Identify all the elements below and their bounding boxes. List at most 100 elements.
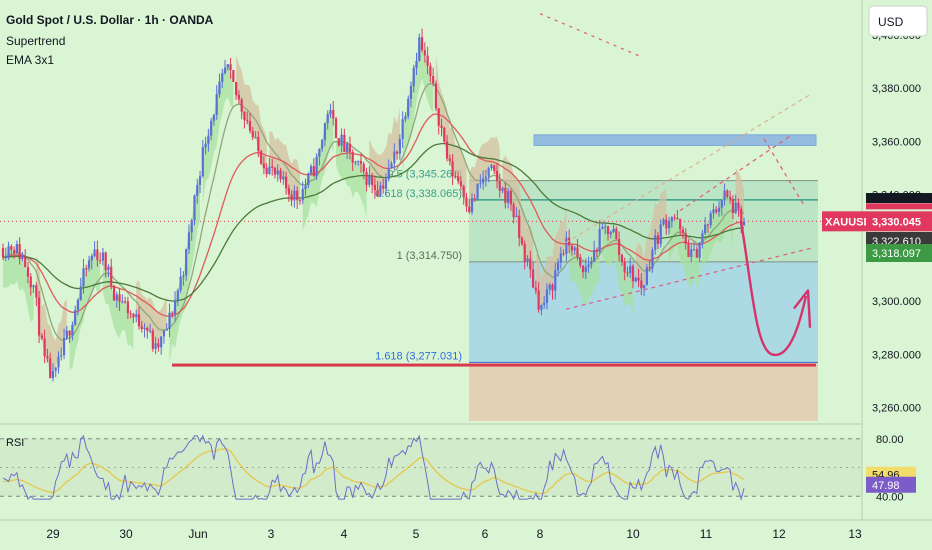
candle-body (695, 249, 698, 258)
candle-body (606, 226, 610, 235)
candle-body (520, 237, 524, 245)
candle-body (429, 65, 432, 77)
fib-zone-lower (469, 362, 818, 421)
candle-body (645, 267, 648, 285)
candle-body (484, 176, 487, 179)
candle-body (457, 176, 460, 182)
candle-body (692, 249, 696, 251)
candle-body (107, 266, 110, 270)
candle-body (318, 148, 321, 157)
fib-level-label: 0.618 (3,338.065) (375, 188, 462, 200)
candle-body (373, 184, 376, 191)
candle-body (470, 198, 474, 213)
supertrend-band-up (102, 252, 134, 350)
time-tick-label: 11 (700, 527, 713, 541)
candle-body (187, 232, 191, 250)
fib-level-label: 1 (3,314.750) (397, 250, 462, 262)
candle-body (543, 302, 546, 306)
support-line (172, 363, 816, 367)
candle-body (13, 249, 16, 254)
rsi-tick-label: 80.00 (876, 434, 904, 446)
candle-body (21, 256, 24, 260)
candle-body (473, 198, 476, 200)
candle-body (401, 119, 404, 139)
candle-body (734, 202, 737, 214)
candle-body (315, 156, 318, 177)
supertrend-band-down (435, 53, 467, 207)
time-tick-label: Jun (188, 527, 207, 541)
candle-body (284, 176, 288, 189)
candle-body (268, 166, 271, 174)
candle-body (279, 170, 282, 180)
candle-body (387, 168, 390, 180)
candle-body (395, 151, 399, 154)
candle-body (87, 260, 91, 269)
candle-body (656, 235, 660, 244)
candle-body (124, 301, 127, 303)
candle-body (79, 286, 82, 300)
candle-body (620, 254, 623, 262)
candle-body (534, 287, 537, 291)
candle-body (615, 228, 618, 240)
price-tag (866, 244, 932, 263)
currency-label: USD (878, 15, 904, 29)
supertrend-band-up (302, 109, 334, 231)
time-tick-label: 30 (119, 527, 133, 541)
candle-body (157, 343, 160, 348)
indicator-supertrend[interactable]: Supertrend (6, 34, 65, 48)
time-tick-label: 8 (537, 527, 544, 541)
supertrend-band-down (136, 280, 167, 349)
candle-body (518, 215, 521, 238)
candle-body (182, 275, 185, 277)
candle-body (296, 190, 299, 201)
candle-body (10, 246, 13, 250)
candle-body (135, 314, 138, 318)
candle-body (240, 99, 243, 112)
candle-body (631, 265, 635, 282)
candle-body (562, 253, 565, 255)
candle-body (29, 276, 32, 288)
candle-body (57, 356, 60, 368)
candle-body (248, 121, 252, 131)
candle-body (46, 356, 49, 359)
candle-body (604, 226, 607, 228)
indicator-ema[interactable]: EMA 3x1 (6, 53, 54, 67)
candle-body (118, 294, 121, 302)
candle-body (290, 194, 293, 201)
supertrend-band-up (3, 244, 34, 323)
candle-body (698, 242, 701, 258)
price-tick-label: 3,300.000 (872, 296, 921, 308)
candle-body (556, 262, 560, 271)
candle-body (365, 171, 368, 185)
candle-body (490, 165, 493, 169)
candle-body (282, 176, 285, 180)
candle-body (90, 256, 93, 261)
candle-body (465, 197, 468, 207)
supertrend-band-up (202, 64, 234, 205)
candle-body (509, 190, 512, 205)
candle-body (382, 185, 385, 189)
candle-body (640, 280, 643, 289)
candle-body (740, 208, 743, 226)
currency-button[interactable] (868, 5, 928, 37)
forecast-arrow-path (739, 221, 808, 357)
candle-body (337, 138, 340, 146)
candle-body (201, 147, 204, 177)
candle-body (418, 37, 421, 61)
candle-body (74, 310, 77, 325)
supertrend-band-up (602, 226, 633, 315)
candle-body (501, 188, 504, 191)
candle-body (667, 221, 671, 229)
candle-body (701, 233, 704, 243)
candle-body (357, 160, 360, 162)
candle-body (548, 284, 551, 290)
candle-body (101, 252, 105, 261)
candle-body (232, 70, 235, 82)
candle-body (393, 151, 396, 164)
candle-body (257, 137, 260, 152)
rsi-ma-label: 47.98 (872, 480, 900, 492)
candle-body (665, 219, 668, 229)
candle-body (226, 64, 229, 68)
price-tick-label: 3,260.000 (872, 403, 921, 415)
